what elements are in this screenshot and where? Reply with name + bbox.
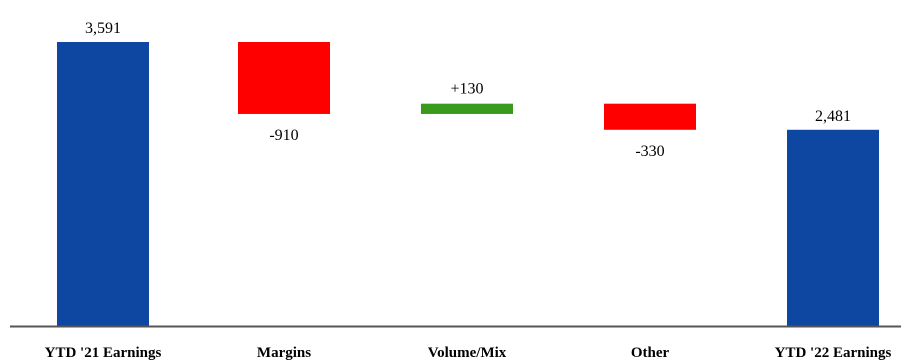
- value-label-0: 3,591: [85, 20, 121, 37]
- value-label-4: 2,481: [815, 108, 851, 125]
- value-label-2: +130: [450, 81, 483, 98]
- category-label-4: YTD '22 Earnings: [775, 345, 892, 361]
- bar-3: [604, 103, 696, 130]
- value-label-3: -330: [635, 143, 664, 160]
- category-label-2: Volume/Mix: [428, 345, 507, 361]
- value-labels-group: 3,591 -910 +130 -330 2,481: [85, 20, 851, 160]
- bar-0: [57, 42, 149, 326]
- category-label-0: YTD '21 Earnings: [45, 345, 162, 361]
- bar-2: [421, 103, 513, 114]
- category-label-3: Other: [631, 345, 670, 361]
- bar-4: [787, 129, 879, 326]
- value-label-1: -910: [269, 127, 298, 144]
- category-label-1: Margins: [257, 345, 311, 361]
- category-labels-group: YTD '21 Earnings Margins Volume/Mix Other YT…: [45, 345, 892, 361]
- bar-1: [238, 42, 330, 114]
- bars-group: [57, 42, 879, 326]
